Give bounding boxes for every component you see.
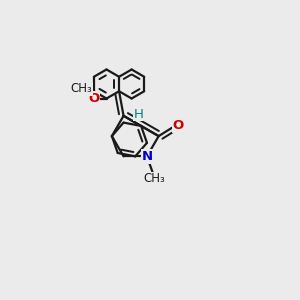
Text: O: O <box>172 119 184 132</box>
Text: CH₃: CH₃ <box>71 82 92 95</box>
Text: O: O <box>88 92 99 105</box>
Text: H: H <box>134 108 144 121</box>
Text: CH₃: CH₃ <box>143 172 165 185</box>
Text: N: N <box>141 150 152 163</box>
